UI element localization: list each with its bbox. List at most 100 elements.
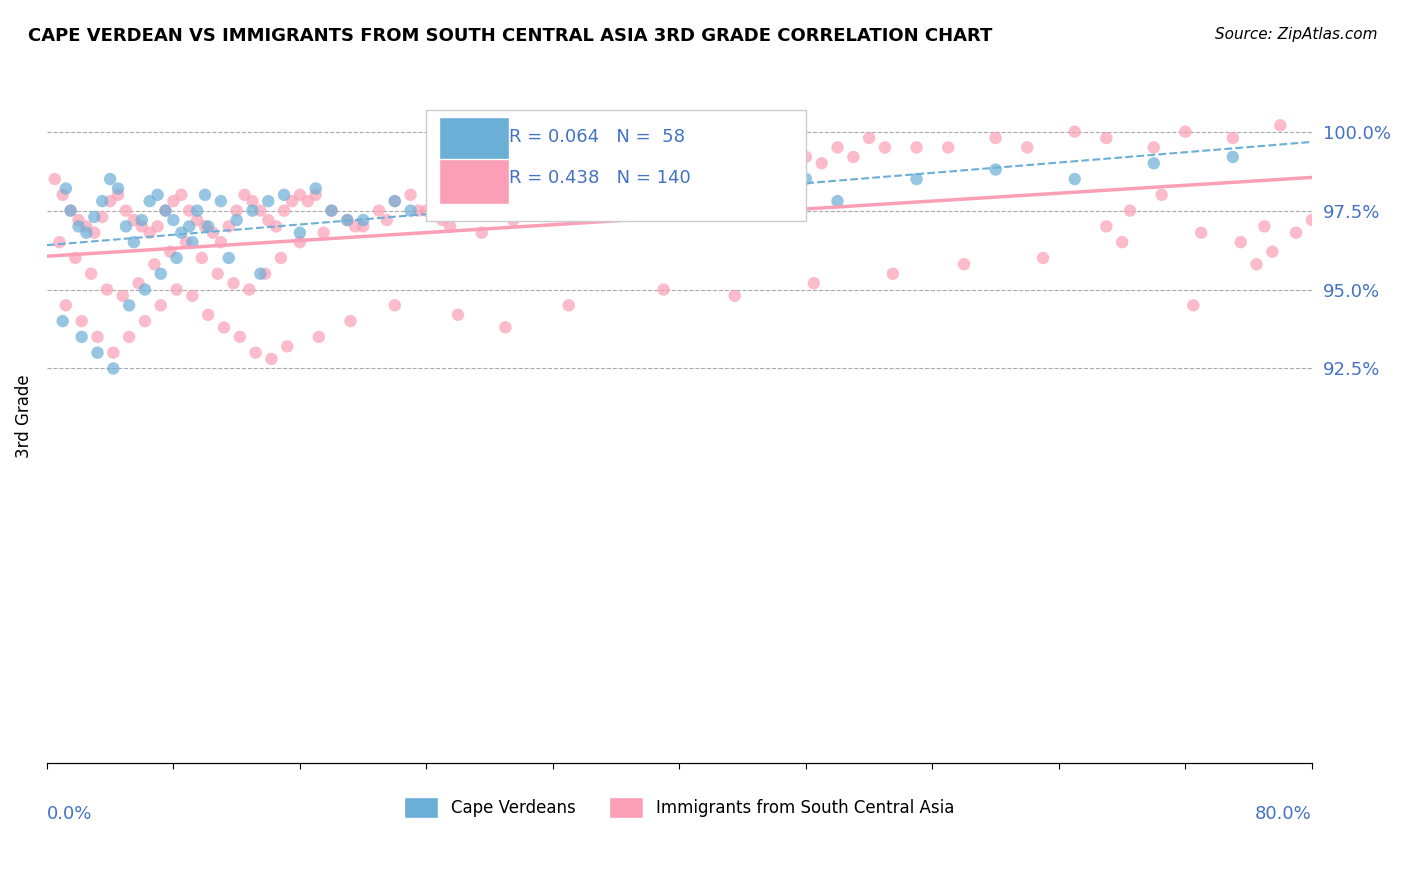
Point [273,187,295,202]
Point [936,140,959,154]
Text: 0.0%: 0.0% [46,805,93,822]
Point [155,203,177,218]
Point [273,203,295,218]
Point [212,320,235,334]
Point [1301,213,1323,227]
Point [143,257,166,271]
Point [1182,298,1205,312]
Point [668,172,690,186]
Point [432,187,454,202]
Point [103,361,125,376]
Point [794,150,817,164]
Point [118,330,141,344]
Point [207,267,229,281]
Point [574,181,596,195]
Point [242,194,264,208]
Point [1253,219,1275,234]
Point [149,298,172,312]
Point [794,172,817,186]
Point [668,150,690,164]
Point [155,203,177,218]
Point [803,277,825,291]
Point [471,226,494,240]
Text: R = 0.438   N = 140: R = 0.438 N = 140 [509,169,690,187]
Point [91,210,114,224]
Y-axis label: 3rd Grade: 3rd Grade [15,374,32,458]
Point [209,235,232,249]
Point [128,277,150,291]
FancyBboxPatch shape [426,111,806,221]
Point [288,226,311,240]
Point [225,213,247,227]
Point [308,330,330,344]
Point [162,213,184,227]
Point [191,251,214,265]
Point [70,330,93,344]
Point [620,181,643,195]
Point [67,213,90,227]
Point [260,351,283,366]
Point [1095,219,1118,234]
Point [65,251,87,265]
Point [724,289,747,303]
Point [91,194,114,208]
Point [122,235,145,249]
Point [297,194,319,208]
Point [107,187,129,202]
Point [111,289,134,303]
Point [541,187,564,202]
Point [131,213,153,227]
Point [352,213,374,227]
Point [1143,156,1166,170]
Point [103,345,125,359]
Point [118,298,141,312]
Point [80,267,103,281]
Point [218,251,240,265]
Point [52,187,75,202]
Point [810,156,832,170]
Point [827,194,849,208]
Point [181,235,204,249]
Point [52,314,75,328]
Point [218,219,240,234]
Point [1111,235,1133,249]
Text: Source: ZipAtlas.com: Source: ZipAtlas.com [1215,27,1378,42]
Point [98,172,121,186]
Point [352,219,374,234]
Point [159,244,181,259]
Point [179,203,201,218]
Point [905,172,928,186]
Point [399,187,422,202]
Point [700,156,723,170]
Point [131,219,153,234]
Point [122,213,145,227]
Point [510,187,533,202]
Point [1285,226,1308,240]
Point [447,194,470,208]
Point [146,187,169,202]
Point [186,203,208,218]
Point [194,187,217,202]
Point [83,226,105,240]
Point [179,219,201,234]
Point [747,187,769,202]
Point [288,235,311,249]
Point [827,140,849,154]
Point [375,213,398,227]
Point [86,330,108,344]
Point [233,187,256,202]
Point [384,298,406,312]
Point [55,298,77,312]
Point [107,181,129,195]
Point [197,219,219,234]
Point [1032,251,1054,265]
Point [1261,244,1284,259]
Point [249,203,271,218]
Point [589,172,612,186]
Legend: Cape Verdeans, Immigrants from South Central Asia: Cape Verdeans, Immigrants from South Cen… [398,790,960,824]
Point [1143,140,1166,154]
Point [149,267,172,281]
Point [439,219,461,234]
Point [534,203,557,218]
Point [502,213,524,227]
